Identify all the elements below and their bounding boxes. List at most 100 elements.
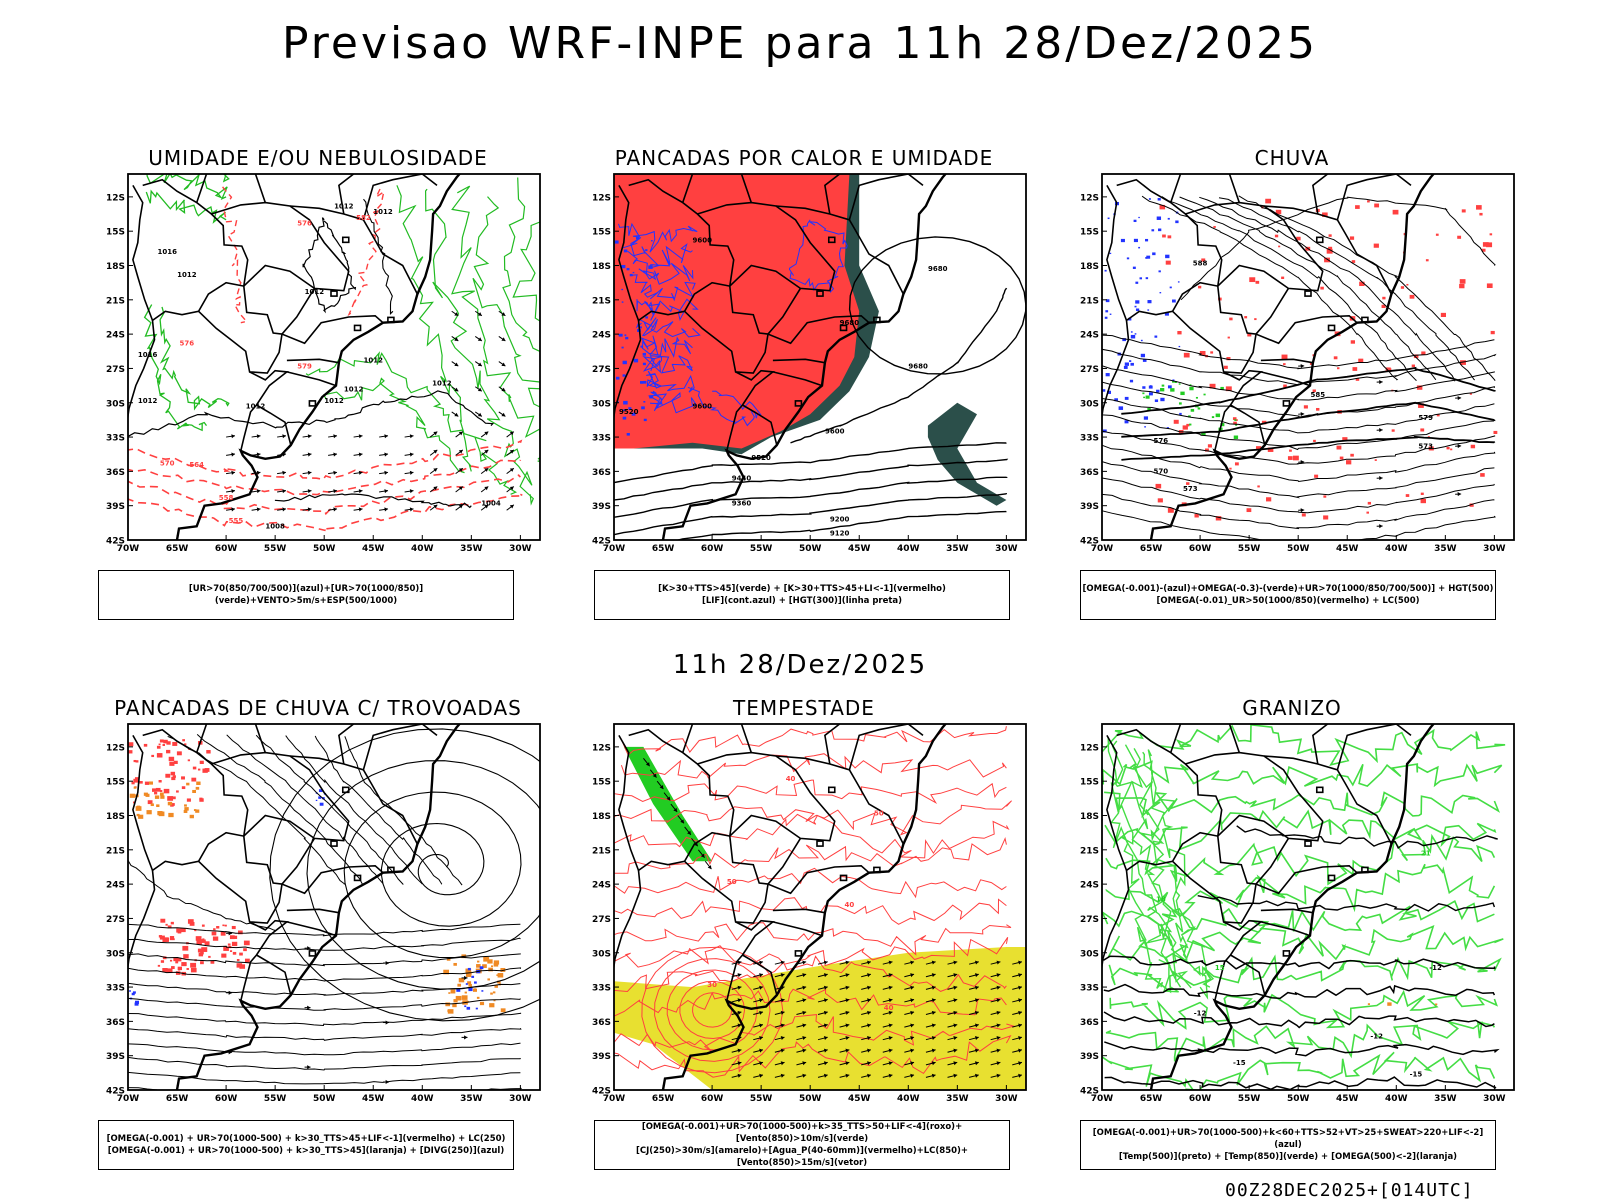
- speckle: [1135, 282, 1138, 284]
- speckle: [129, 990, 131, 991]
- lon-tick-label: 50W: [313, 1094, 336, 1104]
- speckle: [624, 334, 626, 335]
- speckle: [151, 803, 154, 806]
- speckle: [152, 788, 156, 791]
- speckle: [144, 744, 147, 747]
- lon-tick-label: 35W: [1434, 544, 1457, 554]
- speckle: [1151, 229, 1154, 231]
- lon-tick-label: 35W: [946, 544, 969, 554]
- speckle: [230, 935, 235, 939]
- contour-label: 15: [1215, 964, 1225, 972]
- speckle: [170, 960, 172, 962]
- speckle: [1133, 267, 1136, 269]
- speckle: [1254, 318, 1256, 320]
- map-umidade: 1012101210121012101210121012101210121016…: [88, 170, 548, 586]
- speckle: [157, 746, 161, 749]
- lat-tick-label: 36S: [1080, 1018, 1099, 1028]
- lon-tick-label: 60W: [1189, 544, 1212, 554]
- speckle: [320, 803, 324, 806]
- speckle: [1138, 247, 1140, 248]
- speckle: [160, 739, 164, 742]
- speckle: [1493, 431, 1497, 434]
- speckle: [643, 381, 646, 384]
- speckle: [1212, 416, 1214, 418]
- speckle: [169, 762, 174, 766]
- speckle: [1127, 257, 1129, 259]
- speckle: [225, 925, 227, 927]
- contour-label: 1012: [324, 397, 344, 405]
- speckle: [177, 751, 182, 755]
- speckle: [1158, 198, 1161, 201]
- lon-tick-label: 65W: [1140, 1094, 1163, 1104]
- speckle: [1134, 220, 1137, 222]
- speckle: [173, 775, 176, 778]
- lat-tick-label: 18S: [1080, 812, 1099, 822]
- lat-tick-label: 36S: [106, 1018, 125, 1028]
- contour-label: 9120: [830, 529, 850, 537]
- speckle: [1436, 234, 1439, 236]
- contour-label: 1012: [373, 208, 393, 216]
- plot-area: [91, 720, 548, 1100]
- speckle: [643, 353, 646, 356]
- page-title: Previsao WRF-INPE para 11h 28/Dez/2025: [0, 18, 1600, 69]
- speckle: [157, 753, 163, 757]
- contour-label: 1012: [432, 380, 452, 388]
- legend-line: [Temp(500)](preto) + [Temp(850)](verde) …: [1081, 1151, 1495, 1163]
- speckle: [243, 948, 247, 951]
- map-granizo: -12-12-15-15-1221181512S15S18S21S24S27S3…: [1062, 720, 1522, 1136]
- speckle: [1156, 484, 1162, 488]
- speckle: [645, 249, 647, 251]
- speckle: [1435, 1003, 1437, 1005]
- speckle: [1160, 388, 1164, 391]
- speckle: [1179, 402, 1182, 404]
- contour-label: -15: [1233, 1059, 1246, 1067]
- speckle: [140, 781, 143, 784]
- speckle: [1168, 385, 1172, 388]
- speckle: [623, 401, 627, 405]
- speckle: [1421, 499, 1426, 503]
- speckle: [447, 1010, 450, 1013]
- speckle: [466, 983, 468, 985]
- contour-label: 9680: [840, 319, 860, 327]
- speckle: [182, 786, 185, 789]
- speckle: [622, 347, 624, 349]
- speckle: [1134, 239, 1138, 242]
- lon-tick-label: 40W: [1385, 544, 1408, 554]
- speckle: [1367, 200, 1370, 202]
- speckle: [208, 956, 210, 958]
- speckle: [1350, 236, 1354, 239]
- speckle: [1131, 335, 1135, 339]
- legend-line: [OMEGA(-0.001)+UR>70(1000-500)+k<60+TTS>…: [1081, 1127, 1495, 1151]
- speckle: [1393, 210, 1399, 215]
- speckle: [1198, 286, 1201, 289]
- lon-tick-label: 55W: [1238, 544, 1261, 554]
- speckle: [186, 783, 189, 786]
- speckle: [1401, 286, 1404, 289]
- lat-tick-label: 24S: [106, 881, 125, 891]
- speckle: [1476, 205, 1482, 210]
- speckle: [1480, 473, 1485, 477]
- plot-bg: [128, 174, 540, 540]
- speckle: [202, 925, 205, 927]
- speckle: [1175, 220, 1178, 223]
- speckle: [649, 395, 653, 398]
- lon-tick-label: 30W: [509, 544, 532, 554]
- lon-tick-label: 45W: [1336, 544, 1359, 554]
- speckle: [169, 757, 174, 761]
- lat-tick-label: 24S: [1080, 881, 1099, 891]
- contour-label: 1012: [305, 288, 325, 296]
- speckle: [648, 265, 652, 268]
- speckle: [128, 750, 132, 753]
- speckle: [184, 807, 188, 811]
- lat-tick-label: 21S: [1080, 846, 1099, 856]
- speckle: [1125, 397, 1129, 400]
- contour-label: 9520: [619, 408, 639, 416]
- speckle: [462, 995, 468, 1000]
- speckle: [1441, 313, 1446, 317]
- speckle: [1471, 445, 1475, 449]
- legend-line: [UR>70(850/700/500)](azul)+[UR>70(1000/8…: [99, 583, 513, 607]
- speckle: [1179, 383, 1181, 384]
- speckle: [1352, 367, 1357, 371]
